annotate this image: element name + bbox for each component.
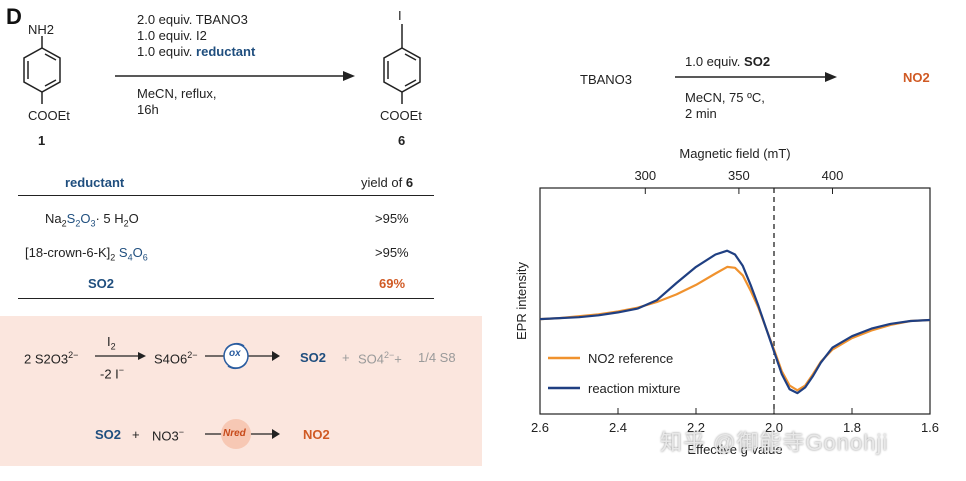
- mech-nitrate: NO3−: [152, 427, 184, 444]
- x-tick-label: 2.2: [687, 420, 705, 435]
- mech-thiosulfate: 2 S2O32−: [24, 350, 79, 367]
- reactant-ester: COOEt: [28, 108, 70, 123]
- table-rule-top: [18, 195, 434, 196]
- condition-reductant: 1.0 equiv. reductant: [137, 44, 256, 59]
- table-header-yield: yield of 6: [361, 175, 414, 190]
- panel-label: D: [6, 4, 22, 29]
- condition-tbano3: 2.0 equiv. TBANO3: [137, 12, 248, 27]
- product-number: 6: [398, 133, 405, 148]
- mech-line2-plus: +: [132, 427, 140, 442]
- product-ester: COOEt: [380, 108, 422, 123]
- epr-chart: 300 350 400 Magnetic field (mT) 2.6 2.4 2.2 2.0…: [514, 146, 939, 457]
- y-axis-label: EPR intensity: [514, 261, 529, 340]
- mech-arrow1-bottom: -2 I−: [100, 365, 125, 382]
- mech-plus1: +: [342, 350, 350, 365]
- top-tick-label: 400: [822, 168, 844, 183]
- legend-label: reaction mixture: [588, 381, 680, 396]
- reactant-number: 1: [38, 133, 45, 148]
- table-header-reductant: reductant: [65, 175, 125, 190]
- table-row: Na2S2O3· 5 H2O: [45, 211, 139, 229]
- legend-label: NO2 reference: [588, 351, 673, 366]
- x-axis-label: Effective g value: [687, 442, 782, 457]
- scheme2-cond1: 1.0 equiv. SO2: [685, 54, 771, 69]
- table-cell-yield: >95%: [375, 245, 409, 260]
- scheme1-structures: NH2 COOEt 1 I COOEt 6: [23, 8, 422, 148]
- ox-label: ox: [229, 348, 241, 359]
- mech-arrow1-top: II22: [107, 334, 116, 352]
- table-rule-bottom: [18, 298, 434, 299]
- scheme1-conditions-top: 2.0 equiv. TBANO3 1.0 equiv. I2 1.0 equi…: [137, 12, 255, 60]
- mech-line2-so2: SO2: [95, 427, 122, 442]
- scheme2-product: NO2: [903, 70, 930, 85]
- condition-solvent: MeCN, reflux,: [137, 86, 217, 101]
- nred-label: Nred: [223, 428, 246, 439]
- series-reaction-mixture: [539, 249, 931, 395]
- scheme2-arrow: [675, 72, 837, 82]
- scheme2-reactant: TBANO3: [580, 72, 633, 87]
- condition-time: 16h: [137, 102, 159, 117]
- scheme2-cond3: 2 min: [685, 106, 717, 121]
- x-tick-label: 2.0: [765, 420, 783, 435]
- mech-tetrathionate: S4O62−: [154, 350, 198, 367]
- top-tick-label: 350: [728, 168, 750, 183]
- top-tick-label: 300: [634, 168, 656, 183]
- watermark: 知乎 @御能寺Gonohji: [660, 430, 889, 455]
- reactant-ring: [23, 36, 61, 104]
- scheme1-conditions-bottom: MeCN, reflux, 16h: [137, 86, 216, 118]
- condition-iodine: 1.0 equiv. I2: [137, 28, 207, 43]
- mech-sulfate: SO42−+: [358, 350, 402, 367]
- reaction-arrowhead: [343, 71, 355, 81]
- mech-sulfur: 1/4 S8: [418, 350, 456, 365]
- x-tick-label: 1.6: [921, 420, 939, 435]
- x-tick-label: 1.8: [843, 420, 861, 435]
- reactant-amine: NH2: [28, 22, 54, 37]
- top-axis-label: Magnetic field (mT): [679, 146, 790, 161]
- x-tick-label: 2.4: [609, 420, 627, 435]
- product-iodo: I: [398, 8, 402, 23]
- table-row: [18-crown-6-K]2 S4O6: [25, 245, 148, 263]
- mech-so2: SO2: [300, 350, 327, 365]
- scheme2-cond2: MeCN, 75 ºC,: [685, 90, 765, 105]
- table-cell-yield: >95%: [375, 211, 409, 226]
- table-row-so2: SO2: [88, 276, 115, 291]
- mech-line2-no2: NO2: [303, 427, 330, 442]
- table-cell-yield: 69%: [379, 276, 406, 291]
- x-tick-label: 2.6: [531, 420, 549, 435]
- product-ring: [383, 24, 421, 104]
- mechanism-arrows: [95, 342, 280, 449]
- plot-frame: [539, 187, 931, 415]
